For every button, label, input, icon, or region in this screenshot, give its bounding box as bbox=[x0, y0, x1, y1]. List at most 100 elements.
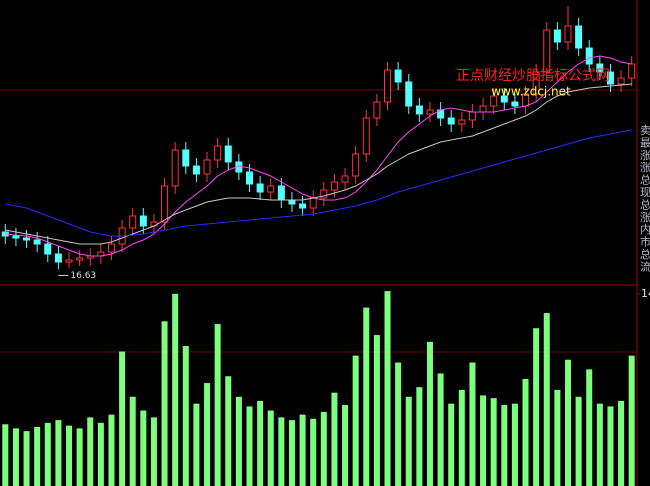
candle-body bbox=[606, 71, 614, 85]
candle-body bbox=[12, 235, 20, 239]
volume-bar bbox=[405, 396, 412, 486]
volume-bar bbox=[204, 383, 211, 486]
candle-body bbox=[256, 183, 264, 193]
candle-body bbox=[490, 95, 498, 107]
candle-body bbox=[511, 101, 519, 107]
side-label: 流 bbox=[640, 259, 650, 273]
candle-body bbox=[405, 81, 413, 107]
candle-body bbox=[299, 203, 307, 209]
volume-bar bbox=[416, 387, 423, 486]
volume-bar bbox=[618, 400, 625, 486]
side-label: 市 bbox=[640, 235, 650, 249]
volume-bar bbox=[575, 396, 582, 486]
candle-body bbox=[320, 189, 328, 199]
candle-body bbox=[76, 257, 84, 261]
candle-body bbox=[415, 105, 423, 115]
volume-bar bbox=[119, 351, 126, 486]
candle-body bbox=[596, 63, 604, 73]
volume-bar bbox=[384, 291, 391, 486]
candle-body bbox=[54, 253, 62, 263]
volume-bar bbox=[363, 307, 370, 486]
volume-bar bbox=[596, 403, 603, 486]
side-label: 最 bbox=[640, 136, 650, 149]
candle-body bbox=[617, 77, 625, 85]
moving-average bbox=[5, 55, 632, 257]
volume-bar bbox=[172, 293, 179, 486]
volume-bar bbox=[437, 373, 444, 486]
volume-bar bbox=[150, 417, 157, 486]
volume-bar bbox=[448, 403, 455, 486]
volume-bar bbox=[331, 392, 338, 486]
side-label: 总 bbox=[640, 173, 650, 187]
side-label: 卖 bbox=[640, 124, 650, 137]
candle-body bbox=[65, 259, 73, 263]
volume-bar bbox=[564, 359, 571, 486]
candle-body bbox=[161, 185, 169, 223]
volume-bar bbox=[310, 418, 317, 486]
volume-bar bbox=[12, 428, 19, 486]
volume-bar bbox=[257, 400, 264, 486]
volume-bar bbox=[607, 406, 614, 486]
volume-bar bbox=[299, 414, 306, 486]
candle-body bbox=[384, 69, 392, 103]
candle-body bbox=[171, 149, 179, 187]
volume-bar bbox=[342, 405, 349, 486]
candle-body bbox=[628, 63, 636, 79]
candle-body bbox=[352, 153, 360, 177]
volume-bar bbox=[352, 355, 359, 486]
moving-average bbox=[5, 129, 632, 237]
volume-bar bbox=[278, 417, 285, 486]
candle-body bbox=[44, 243, 52, 255]
volume-bar bbox=[522, 378, 529, 486]
candle-body bbox=[150, 221, 158, 227]
volume-bar bbox=[161, 321, 168, 486]
volume-bar bbox=[426, 341, 433, 486]
candle-body bbox=[532, 71, 540, 95]
volume-bar bbox=[34, 426, 41, 486]
volume-bar bbox=[267, 410, 274, 486]
side-label: 涨 bbox=[640, 211, 650, 224]
volume-bar bbox=[193, 403, 200, 486]
side-label: 涨 bbox=[640, 149, 650, 162]
volume-bar bbox=[97, 422, 104, 486]
candle-body bbox=[468, 111, 476, 121]
moving-average bbox=[5, 83, 632, 245]
candle-body bbox=[585, 47, 593, 65]
candle-body bbox=[362, 117, 370, 155]
volume-bar bbox=[628, 355, 635, 486]
candle-body bbox=[245, 171, 253, 185]
volume-bar bbox=[395, 362, 402, 486]
volume-bar bbox=[533, 328, 540, 486]
volume-bar bbox=[288, 420, 295, 486]
volume-bar bbox=[501, 405, 508, 486]
y-tick-label: 14 bbox=[641, 287, 650, 300]
candle-body bbox=[203, 159, 211, 175]
candle-body bbox=[575, 25, 583, 49]
candle-body bbox=[33, 239, 41, 245]
watermark-title: 正点财经炒股指标公式网 bbox=[456, 68, 610, 84]
side-label: 涨 bbox=[640, 161, 650, 174]
volume-bar bbox=[469, 362, 476, 486]
candle-body bbox=[192, 165, 200, 175]
volume-bar bbox=[490, 398, 497, 486]
volume-bar bbox=[129, 396, 136, 486]
candle-body bbox=[129, 215, 137, 229]
candle-body bbox=[309, 197, 317, 209]
volume-bar bbox=[373, 335, 380, 486]
candle-body bbox=[341, 175, 349, 183]
volume-bar bbox=[23, 431, 30, 486]
candle-body bbox=[330, 181, 338, 191]
volume-bar bbox=[140, 410, 147, 486]
candle-body bbox=[564, 25, 572, 43]
candle-body bbox=[458, 119, 466, 125]
volume-bar bbox=[511, 403, 518, 486]
plot: 16.63 14 bbox=[1, 6, 650, 486]
volume-bar bbox=[182, 346, 189, 486]
side-label: 总 bbox=[640, 247, 650, 261]
candle-body bbox=[139, 215, 147, 227]
volume-bar bbox=[225, 376, 232, 486]
candle-body bbox=[373, 101, 381, 119]
candle-body bbox=[214, 145, 222, 161]
volume-bar bbox=[320, 411, 327, 486]
volume-bar bbox=[44, 422, 51, 486]
